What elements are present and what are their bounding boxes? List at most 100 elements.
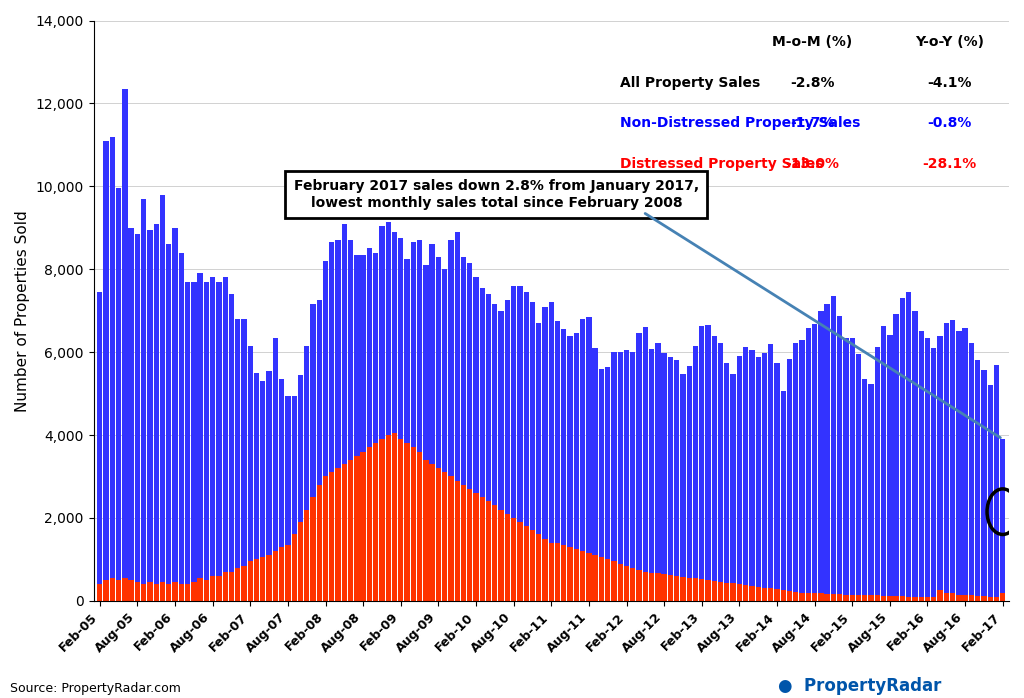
Bar xyxy=(750,350,755,586)
Bar xyxy=(360,452,366,601)
Bar xyxy=(686,366,692,578)
Bar xyxy=(310,304,315,497)
Bar xyxy=(693,579,698,601)
Bar xyxy=(473,493,478,601)
Bar xyxy=(800,593,805,601)
Bar xyxy=(987,385,993,597)
Bar xyxy=(204,580,209,601)
Bar xyxy=(573,549,579,601)
Bar xyxy=(316,484,322,601)
Bar xyxy=(386,221,391,435)
Bar xyxy=(969,595,974,601)
Bar xyxy=(806,328,811,593)
Bar xyxy=(354,456,359,601)
Text: ●  PropertyRadar: ● PropertyRadar xyxy=(778,676,942,695)
Bar xyxy=(774,589,779,601)
Bar xyxy=(981,371,986,596)
Bar xyxy=(674,576,679,601)
Bar xyxy=(210,278,215,576)
Bar xyxy=(116,188,121,580)
Bar xyxy=(868,384,873,595)
Bar xyxy=(756,357,761,587)
Bar xyxy=(668,575,673,601)
Bar xyxy=(567,547,572,601)
Bar xyxy=(110,578,115,601)
Bar xyxy=(216,281,221,576)
Bar xyxy=(178,253,184,584)
Bar xyxy=(662,352,667,574)
Bar xyxy=(455,232,460,481)
Bar xyxy=(511,285,516,518)
Bar xyxy=(830,594,836,601)
Bar xyxy=(316,300,322,484)
Bar xyxy=(862,595,867,601)
Bar xyxy=(925,338,930,597)
Bar xyxy=(392,232,397,433)
Bar xyxy=(135,582,140,601)
Bar xyxy=(260,381,265,557)
Bar xyxy=(367,447,372,601)
Bar xyxy=(436,468,441,601)
Bar xyxy=(272,551,279,601)
Bar xyxy=(122,578,128,601)
Bar xyxy=(611,352,616,561)
Bar xyxy=(185,584,190,601)
Bar xyxy=(963,327,968,595)
Bar xyxy=(103,141,109,580)
Bar xyxy=(135,234,140,582)
Bar xyxy=(505,514,510,601)
Bar xyxy=(636,570,642,601)
Bar xyxy=(436,257,441,468)
Bar xyxy=(228,572,234,601)
Bar xyxy=(887,335,893,596)
Bar xyxy=(286,545,291,601)
Bar xyxy=(286,396,291,545)
Bar xyxy=(693,346,698,579)
Bar xyxy=(724,583,729,601)
Bar xyxy=(116,580,121,601)
Bar xyxy=(906,597,911,601)
Bar xyxy=(624,350,629,565)
Bar xyxy=(786,591,793,601)
Bar xyxy=(975,596,980,601)
Bar xyxy=(931,348,936,597)
Text: All Property Sales: All Property Sales xyxy=(620,75,760,89)
Bar xyxy=(122,89,128,578)
Bar xyxy=(743,347,749,585)
Bar xyxy=(216,576,221,601)
Bar xyxy=(354,255,359,456)
Bar xyxy=(505,300,510,514)
Bar xyxy=(543,539,548,601)
Bar xyxy=(1000,593,1006,601)
Bar xyxy=(768,588,773,601)
Bar xyxy=(185,281,190,584)
Bar xyxy=(950,593,955,601)
Bar xyxy=(342,464,347,601)
Bar xyxy=(586,553,592,601)
Text: -1.7%: -1.7% xyxy=(790,117,835,131)
Bar xyxy=(806,593,811,601)
Bar xyxy=(360,255,366,452)
Bar xyxy=(887,596,893,601)
Bar xyxy=(850,595,855,601)
Bar xyxy=(461,484,466,601)
Bar xyxy=(593,555,598,601)
Bar xyxy=(486,294,492,501)
Bar xyxy=(630,352,636,567)
Bar xyxy=(794,592,799,601)
Bar xyxy=(975,359,980,596)
Bar xyxy=(649,349,654,572)
Bar xyxy=(398,238,403,439)
Bar xyxy=(493,304,498,505)
Bar xyxy=(467,489,472,601)
Bar xyxy=(423,265,428,460)
Bar xyxy=(128,580,134,601)
Bar xyxy=(680,373,686,577)
Bar xyxy=(593,348,598,555)
Bar xyxy=(750,586,755,601)
Bar xyxy=(147,230,153,582)
Bar xyxy=(411,242,416,447)
Bar xyxy=(730,584,736,601)
Bar xyxy=(455,481,460,601)
Bar xyxy=(248,561,253,601)
